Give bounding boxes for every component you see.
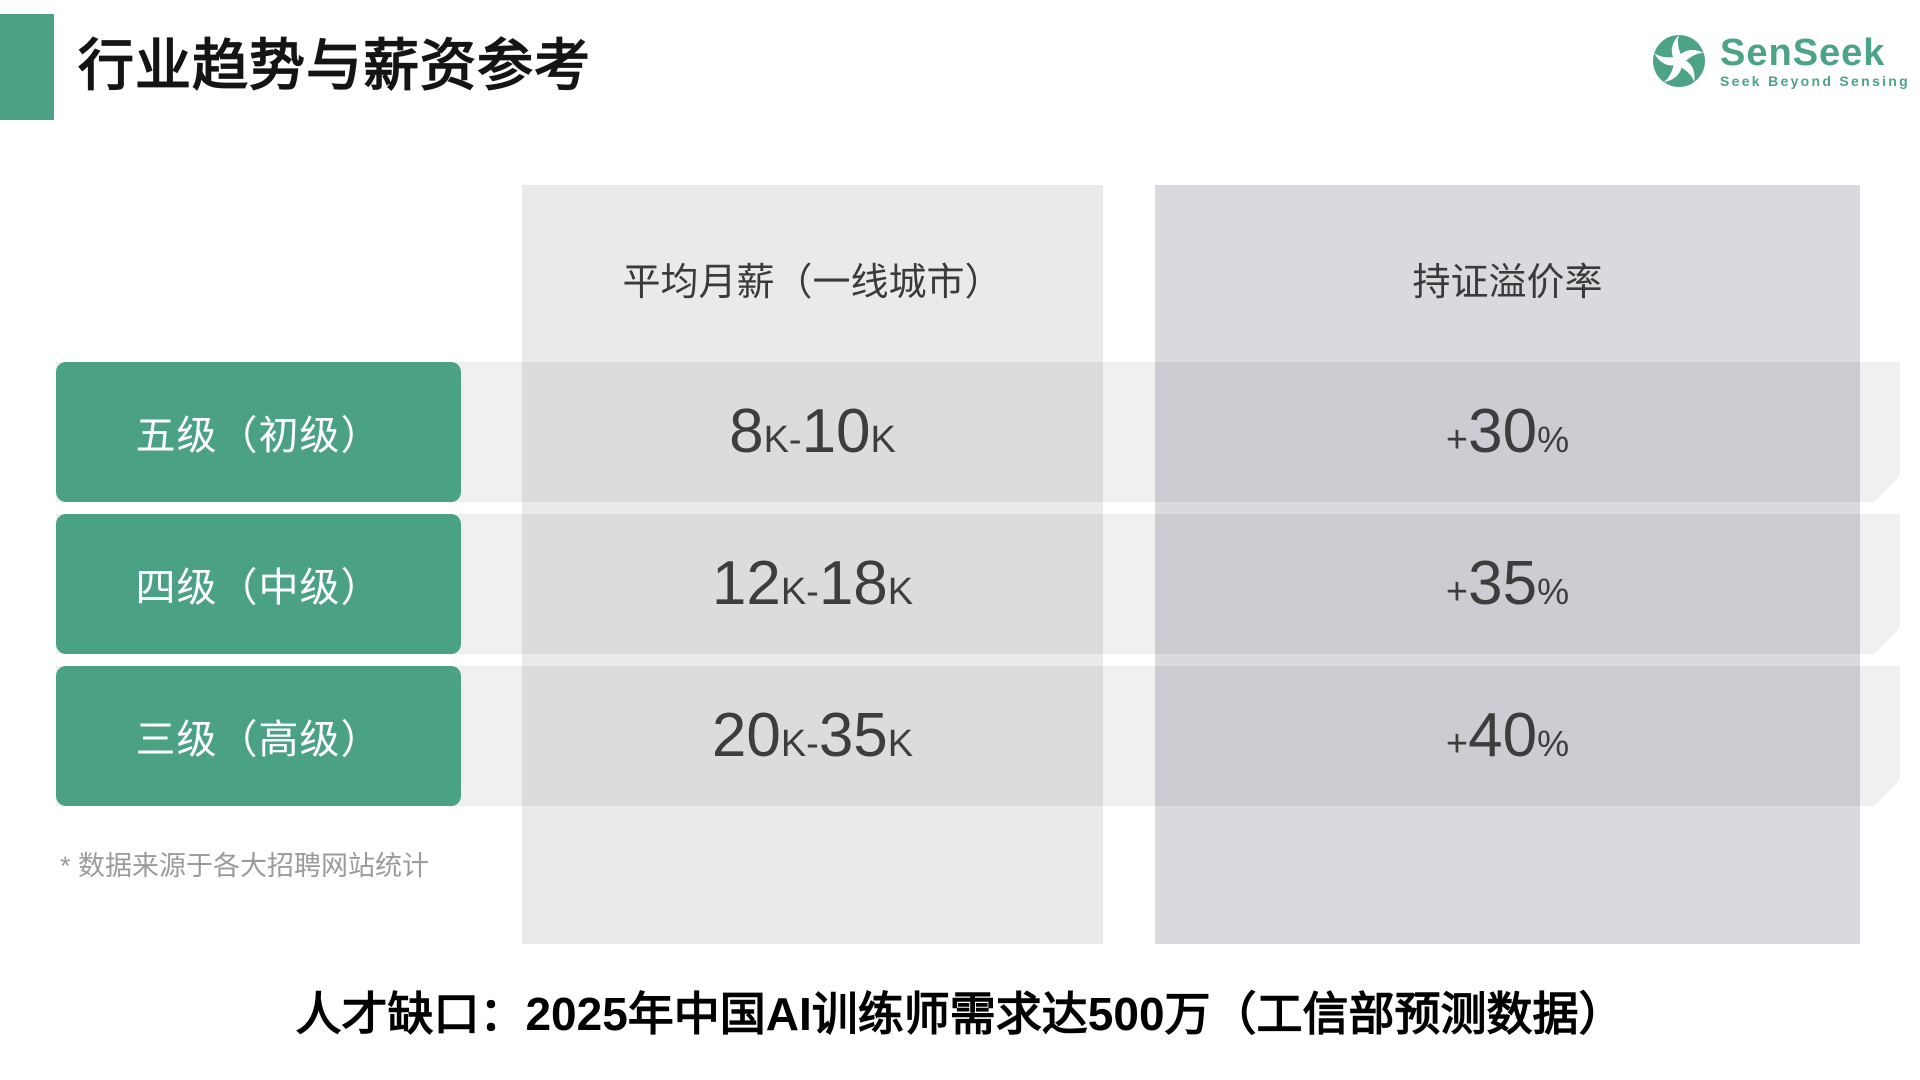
premium-number: 40 [1468, 701, 1538, 770]
salary-value-row-2: 12 K -18 K [522, 534, 1103, 674]
level-chip-label: 三级（高级） [135, 718, 382, 762]
premium-percent: % [1537, 419, 1570, 460]
salary-unit: K [780, 571, 807, 613]
premium-column-header: 持证溢价率 [1412, 262, 1603, 304]
salary-value-row-1: 8 K -10 K [522, 382, 1103, 522]
salary-high: 35 [818, 701, 888, 770]
salary-high: 10 [801, 397, 871, 466]
premium-value-row-1: +30% [1155, 382, 1860, 522]
level-chip-intermediate: 四级（中级） [56, 514, 461, 654]
salary-unit: K [780, 723, 807, 765]
senseek-logo: SenSeek Seek Beyond Sensing [1648, 30, 1910, 92]
salary-column-background: 平均月薪（一线城市） [522, 185, 1103, 944]
level-chip-beginner: 五级（初级） [56, 362, 461, 502]
premium-percent: % [1537, 723, 1570, 764]
premium-number: 30 [1468, 397, 1538, 466]
salary-separator: - [806, 571, 819, 613]
salary-unit: K [887, 723, 914, 765]
premium-value-row-3: +40% [1155, 686, 1860, 826]
salary-low: 20 [711, 701, 781, 770]
aperture-swirl-icon [1652, 34, 1706, 88]
salary-separator: - [788, 419, 802, 461]
premium-plus: + [1445, 571, 1469, 613]
salary-separator: - [806, 723, 819, 765]
salary-value-row-3: 20 K -35 K [522, 686, 1103, 826]
logo-tagline: Seek Beyond Sensing [1720, 73, 1910, 89]
premium-column-background: 持证溢价率 [1155, 185, 1860, 944]
salary-unit: K [763, 419, 789, 461]
page-title: 行业趋势与薪资参考 [78, 34, 591, 97]
level-chip-advanced: 三级（高级） [56, 666, 461, 806]
salary-unit: K [887, 571, 914, 613]
salary-column-header: 平均月薪（一线城市） [622, 262, 1003, 304]
logo-texts: SenSeek Seek Beyond Sensing [1720, 33, 1910, 89]
salary-high: 18 [818, 549, 888, 618]
level-chip-label: 四级（中级） [135, 566, 382, 610]
level-chip-label: 五级（初级） [135, 414, 382, 458]
salary-low: 8 [729, 397, 764, 466]
premium-value-row-2: +35% [1155, 534, 1860, 674]
salary-low: 12 [711, 549, 781, 618]
logo-name: SenSeek [1720, 32, 1886, 74]
talent-gap-statement: 人才缺口：2025年中国AI训练师需求达500万（工信部预测数据） [295, 988, 1625, 1040]
premium-number: 35 [1468, 549, 1538, 618]
title-accent-bar [0, 14, 54, 120]
salary-unit: K [870, 419, 896, 461]
premium-plus: + [1445, 419, 1469, 461]
premium-plus: + [1445, 723, 1469, 765]
data-source-footnote: * 数据来源于各大招聘网站统计 [60, 851, 430, 881]
premium-percent: % [1537, 571, 1570, 612]
